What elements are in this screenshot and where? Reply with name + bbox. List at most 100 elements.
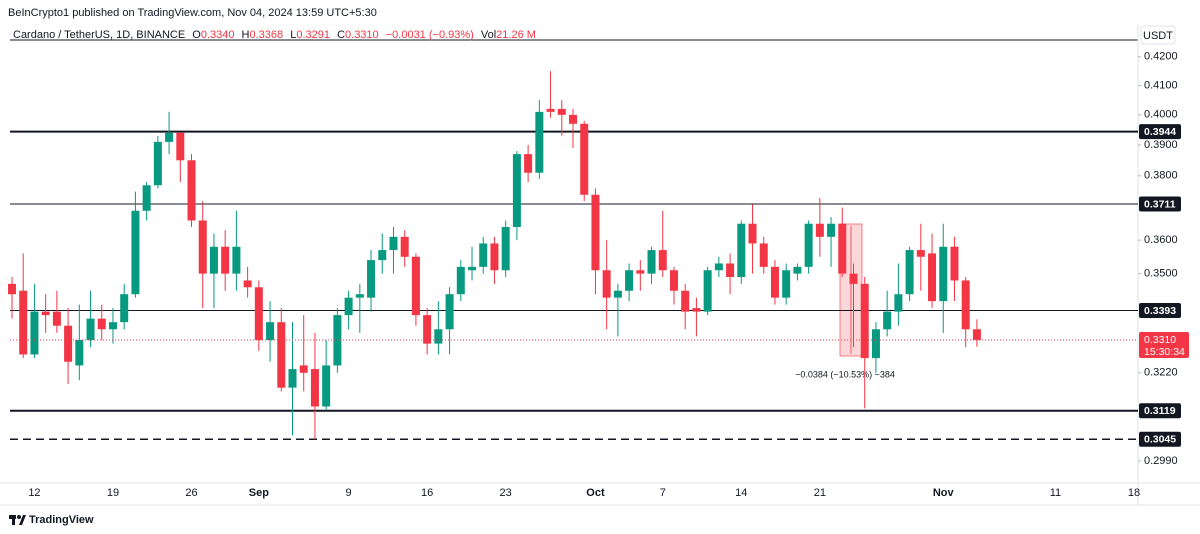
legend-line: Cardano / TetherUS, 1D, BINANCE O0.3340 …	[13, 29, 536, 41]
candle-body	[490, 243, 499, 271]
candle-body	[569, 114, 577, 124]
candle-body	[647, 250, 656, 274]
candle-body	[344, 297, 353, 316]
candle-body	[535, 111, 544, 173]
candle-body	[602, 270, 611, 298]
ohlc-key: L	[290, 29, 296, 41]
candle-body	[939, 246, 948, 302]
candle-body	[423, 315, 432, 344]
candle-body	[501, 226, 510, 271]
candle-body	[613, 290, 622, 298]
candle-body	[770, 266, 779, 298]
x-tick-label: 16	[421, 487, 433, 499]
candle-body	[209, 246, 218, 274]
candle-body	[950, 246, 959, 281]
x-tick-label: Oct	[586, 487, 605, 499]
level-label: 0.3711	[1144, 198, 1176, 210]
candle-body	[669, 270, 678, 291]
x-tick-label: 23	[500, 487, 512, 499]
change: −0.0031 (−0.93%)	[386, 29, 474, 41]
x-tick-label: 19	[107, 487, 119, 499]
x-tick-label: 7	[660, 487, 666, 499]
candle-body	[692, 308, 701, 312]
candle-body	[972, 329, 981, 341]
candle-body	[815, 223, 824, 237]
candle-body	[681, 290, 690, 312]
candle-body	[557, 108, 566, 115]
level-label-box	[1139, 196, 1181, 212]
candle-body	[759, 243, 768, 267]
candle-body	[860, 283, 869, 359]
candle-body	[243, 280, 252, 288]
y-tick-label: 0.2990	[1144, 455, 1178, 467]
candle-body	[19, 290, 28, 355]
candle-body	[782, 270, 791, 298]
y-tick-label: 0.3500	[1144, 268, 1178, 280]
candle-body	[153, 141, 162, 186]
y-tick-label: 0.3600	[1144, 234, 1178, 246]
candle-body	[310, 369, 319, 407]
candle-body	[52, 311, 61, 326]
candle-body	[389, 236, 398, 251]
candle-body	[468, 266, 477, 271]
candle-body	[75, 340, 84, 366]
candle-body	[928, 253, 937, 302]
x-tick-label: 18	[1128, 487, 1140, 499]
x-tick-label: 11	[1050, 487, 1061, 499]
candle-body	[434, 329, 443, 344]
x-tick-label: 9	[346, 487, 352, 499]
candle-body	[131, 210, 140, 295]
candle-body	[108, 322, 117, 330]
candle-body	[894, 294, 903, 312]
candle-body	[30, 311, 39, 355]
candle-body	[636, 270, 645, 274]
level-label: 0.3045	[1144, 434, 1176, 446]
y-tick-label: 0.3220	[1144, 367, 1178, 379]
candle-body	[355, 294, 364, 298]
candle-body	[142, 185, 151, 211]
candle-body	[86, 318, 95, 341]
candle-body	[277, 322, 286, 388]
candle-body	[41, 311, 50, 316]
candle-body	[445, 294, 454, 330]
candle-body	[591, 194, 600, 271]
y-tick-label: 0.4100	[1144, 79, 1178, 91]
candle-body	[198, 220, 207, 274]
x-tick-label: 21	[814, 487, 826, 499]
candle-body	[378, 250, 387, 261]
y-tick-label: 0.3900	[1144, 139, 1178, 151]
last-price-box	[1139, 332, 1189, 359]
candle-body	[827, 223, 836, 237]
y-tick-label: 0.4200	[1144, 51, 1178, 63]
candle-body	[165, 132, 174, 142]
currency-box[interactable]	[1140, 25, 1176, 45]
candle-body	[714, 263, 723, 271]
level-label: 0.3944	[1144, 126, 1176, 138]
level-label-box	[1139, 403, 1181, 419]
candle-body	[703, 270, 712, 312]
currency[interactable]: USDT	[1143, 30, 1173, 42]
candle-body	[883, 311, 892, 330]
volume-key: Vol	[481, 29, 496, 41]
candle-body	[546, 108, 555, 112]
candle-body	[64, 325, 73, 362]
candle-body	[804, 223, 813, 267]
candle-body	[726, 263, 735, 278]
ohlc-value: 0.3340	[201, 29, 235, 41]
candle-body	[838, 223, 847, 274]
x-tick-label: Nov	[933, 487, 955, 499]
last-price-label: 0.3310	[1144, 334, 1176, 346]
candle-body	[187, 160, 196, 221]
measure-label: −0.0384 (−10.53%) −384	[795, 369, 895, 379]
candle-body	[254, 287, 263, 341]
ohlc-value: 0.3291	[296, 29, 330, 41]
ohlc-value: 0.3310	[345, 29, 379, 41]
ohlc-value: 0.3368	[250, 29, 284, 41]
candle-body	[97, 318, 106, 330]
candle-body	[905, 250, 914, 295]
candle-body	[288, 369, 297, 388]
candle-body	[748, 223, 757, 244]
candle-body	[8, 283, 16, 295]
candle-body	[580, 123, 589, 195]
candle-body	[479, 243, 488, 267]
